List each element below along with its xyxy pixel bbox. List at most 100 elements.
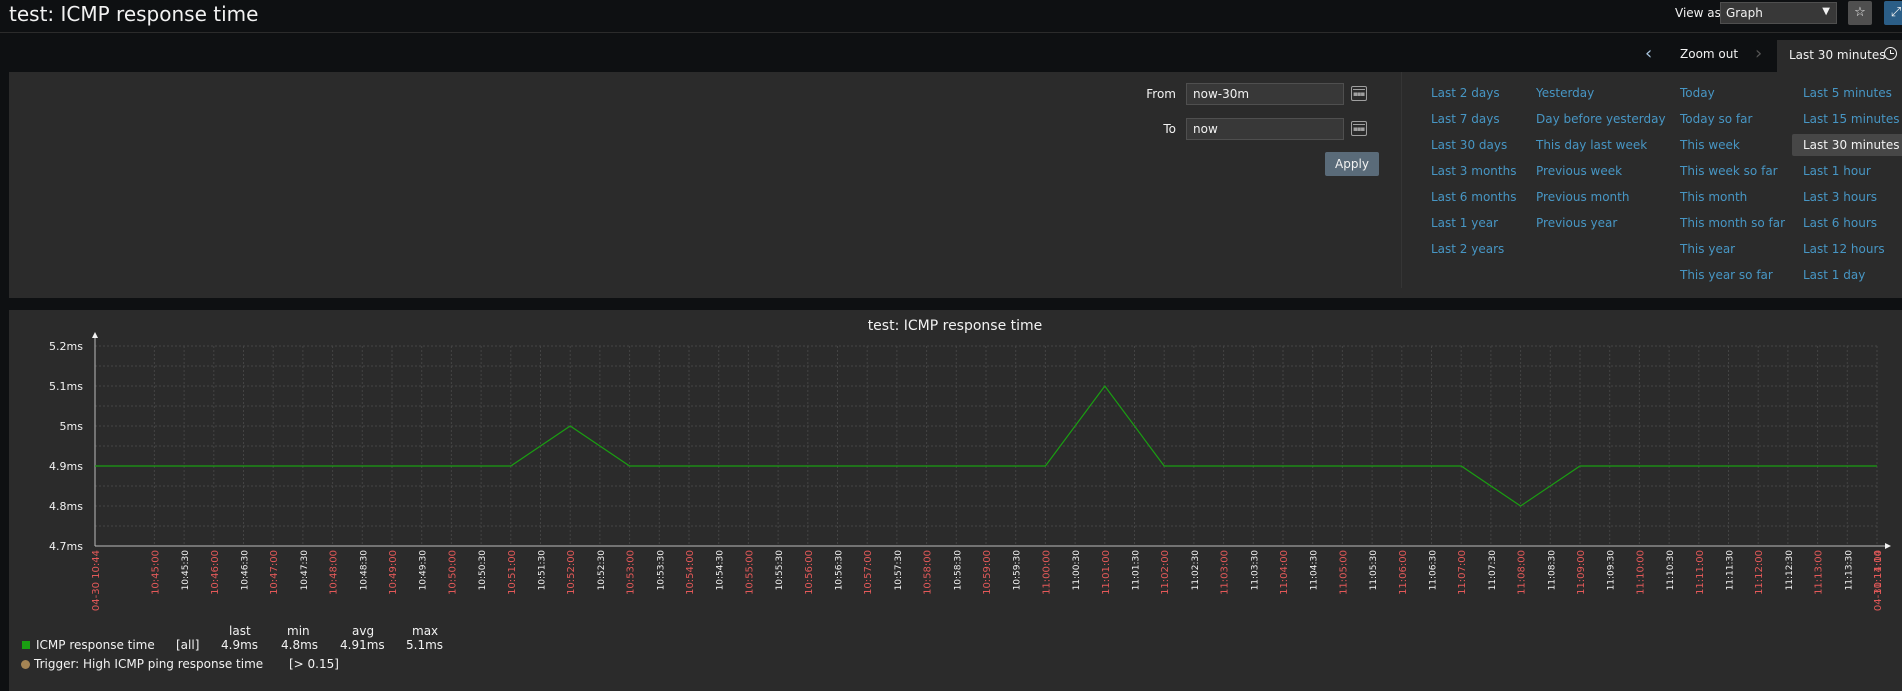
view-as-select[interactable]: Graph ▼ xyxy=(1720,2,1837,24)
x-tick-label: 11:02:30 xyxy=(1191,550,1201,591)
quick-range-link[interactable]: Last 30 minutes xyxy=(1792,134,1902,156)
y-axis-arrow xyxy=(92,332,98,338)
to-field[interactable]: now xyxy=(1186,118,1344,140)
quick-range-link[interactable]: Today so far xyxy=(1680,112,1753,126)
x-tick-label: 11:08:30 xyxy=(1547,550,1557,591)
quick-range-link[interactable]: Last 30 days xyxy=(1431,138,1508,152)
quick-range-link[interactable]: This month so far xyxy=(1680,216,1786,230)
y-tick-label: 5.2ms xyxy=(49,340,83,353)
time-filter-tabs: ‹ Zoom out › Last 30 minutes xyxy=(0,40,1902,72)
expand-icon: ⤢ xyxy=(1890,5,1902,20)
x-tick-label: 11:05:30 xyxy=(1369,550,1379,591)
x-tick-label: 10:58:00 xyxy=(923,550,934,595)
quick-range-link[interactable]: Last 2 days xyxy=(1431,86,1500,100)
chevron-left-icon: ‹ xyxy=(1645,43,1653,64)
x-tick-label: 11:06:30 xyxy=(1429,550,1439,591)
x-tick-label: 10:57:30 xyxy=(894,550,904,591)
x-tick-label: 10:47:30 xyxy=(300,550,310,591)
divider xyxy=(1401,72,1402,288)
quick-range-link[interactable]: Last 7 days xyxy=(1431,112,1500,126)
x-tick-label: 10:54:30 xyxy=(716,550,726,591)
x-tick-label: 10:45:30 xyxy=(181,550,191,591)
x-tick-label: 11:06:00 xyxy=(1398,550,1409,595)
x-tick-label: 11:07:00 xyxy=(1457,550,1468,595)
quick-range-link[interactable]: This day last week xyxy=(1536,138,1648,152)
favorite-star-button[interactable]: ☆ xyxy=(1848,1,1872,25)
x-tick-label: 11:10:00 xyxy=(1635,550,1646,595)
from-field[interactable]: now-30m xyxy=(1186,83,1344,105)
quick-range-link[interactable]: Last 3 months xyxy=(1431,164,1517,178)
x-tick-label: 11:04:00 xyxy=(1279,550,1290,595)
x-tick-label: 10:53:30 xyxy=(656,550,666,591)
page-title: test: ICMP response time xyxy=(9,2,259,26)
x-tick-label: 11:11:00 xyxy=(1695,550,1706,595)
legend-color-swatch xyxy=(22,641,30,649)
quick-range-link[interactable]: Previous month xyxy=(1536,190,1630,204)
x-tick-label: 11:09:30 xyxy=(1607,550,1617,591)
x-tick-label: 10:50:30 xyxy=(478,550,488,591)
x-tick-label: 11:08:00 xyxy=(1517,550,1528,595)
x-tick-label: 10:49:30 xyxy=(419,550,429,591)
apply-button[interactable]: Apply xyxy=(1325,152,1379,176)
quick-range-link[interactable]: Last 5 minutes xyxy=(1803,86,1892,100)
x-tick-label: 11:12:30 xyxy=(1785,550,1795,591)
graph-panel: test: ICMP response time 4.7ms 4.8ms 4.9ms 5… xyxy=(9,310,1902,691)
x-tick-label: 10:57:00 xyxy=(863,550,874,595)
quick-range-link[interactable]: This year so far xyxy=(1680,268,1773,282)
quick-range-link[interactable]: Last 1 day xyxy=(1803,268,1866,282)
x-tick-label: 10:59:30 xyxy=(1013,550,1023,591)
previous-period-button[interactable]: ‹ xyxy=(1645,43,1652,64)
x-tick-label: 10:55:30 xyxy=(775,550,785,591)
zoom-out-button[interactable]: Zoom out xyxy=(1680,47,1739,61)
x-tick-label: 10:49:00 xyxy=(388,550,399,595)
x-tick-label: 11:00:00 xyxy=(1041,550,1052,595)
x-tick-label: 10:45:00 xyxy=(150,550,161,595)
quick-range-link[interactable]: This week so far xyxy=(1680,164,1778,178)
x-edge-label: 04-30 11:14 xyxy=(1873,550,1884,611)
x-tick-label: 10:47:00 xyxy=(269,550,280,595)
trigger-threshold: [> 0.15] xyxy=(289,657,339,671)
tab-time-period[interactable]: Last 30 minutes xyxy=(1777,40,1902,72)
quick-range-link[interactable]: Last 1 year xyxy=(1431,216,1499,230)
next-period-button[interactable]: › xyxy=(1755,43,1762,64)
legend-last-value: 4.9ms xyxy=(221,638,259,652)
quick-range-link[interactable]: Yesterday xyxy=(1536,86,1595,100)
quick-range-link[interactable]: Last 12 hours xyxy=(1803,242,1885,256)
quick-range-link[interactable]: This year xyxy=(1680,242,1736,256)
fullscreen-button[interactable]: ⤢ xyxy=(1884,1,1902,25)
legend-header-avg: avg xyxy=(352,624,375,638)
calendar-icon[interactable] xyxy=(1351,121,1367,136)
from-label: From xyxy=(1146,87,1176,101)
y-tick-label: 5.1ms xyxy=(49,380,83,393)
quick-range-link[interactable]: Last 2 years xyxy=(1431,242,1505,256)
view-as-value: Graph xyxy=(1726,6,1763,20)
legend-header-min: min xyxy=(287,624,310,638)
x-tick-label: 10:52:00 xyxy=(566,550,577,595)
x-tick-label: 10:50:00 xyxy=(447,550,458,595)
quick-range-link[interactable]: This month xyxy=(1680,190,1748,204)
quick-range-link[interactable]: This week xyxy=(1680,138,1740,152)
chevron-right-icon: › xyxy=(1755,43,1763,64)
calendar-icon[interactable] xyxy=(1351,86,1367,101)
x-tick-label: 10:46:00 xyxy=(210,550,221,595)
quick-range-link[interactable]: Day before yesterday xyxy=(1536,112,1666,126)
quick-range-link[interactable]: Last 15 minutes xyxy=(1803,112,1900,126)
quick-range-link[interactable]: Last 1 hour xyxy=(1803,164,1871,178)
x-tick-label: 10:48:30 xyxy=(359,550,369,591)
legend-max-value: 5.1ms xyxy=(406,638,444,652)
x-tick-label: 11:00:30 xyxy=(1072,550,1082,591)
to-label: To xyxy=(1163,122,1176,136)
x-tick-label: 11:01:00 xyxy=(1101,550,1112,595)
x-tick-label: 10:58:30 xyxy=(953,550,963,591)
quick-range-link[interactable]: Last 6 hours xyxy=(1803,216,1877,230)
clock-icon xyxy=(1884,47,1897,60)
quick-range-link[interactable]: Last 3 hours xyxy=(1803,190,1877,204)
x-tick-label: 11:14:00 xyxy=(1873,550,1884,595)
quick-range-link[interactable]: Last 6 months xyxy=(1431,190,1517,204)
quick-range-link[interactable]: Previous year xyxy=(1536,216,1618,230)
quick-range-link[interactable]: Today xyxy=(1680,86,1715,100)
quick-range-link[interactable]: Previous week xyxy=(1536,164,1623,178)
x-tick-label: 11:03:30 xyxy=(1250,550,1260,591)
x-tick-label: 11:05:00 xyxy=(1338,550,1349,595)
x-edge-label: 04-30 10:44 xyxy=(91,550,102,611)
